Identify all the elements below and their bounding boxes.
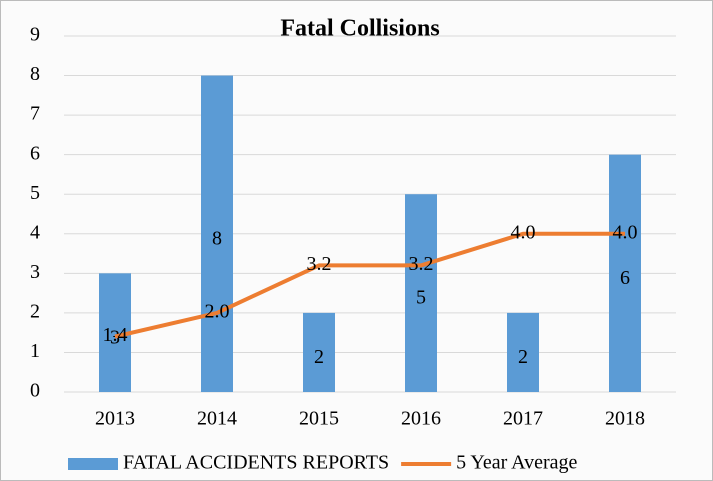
bar-label: 2 (518, 346, 528, 368)
y-tick-label: 7 (30, 103, 40, 125)
bar (507, 312, 539, 392)
bar-label: 8 (212, 227, 222, 249)
y-tick-label: 1 (30, 340, 40, 362)
bar-label: 5 (416, 287, 426, 309)
line-label: 4.0 (613, 221, 638, 243)
y-tick-label: 8 (30, 63, 40, 85)
y-tick-label: 2 (30, 300, 40, 322)
chart-title: Fatal Collisions (280, 16, 439, 42)
line-label: 1.4 (103, 324, 128, 346)
y-tick-label: 0 (30, 380, 40, 402)
x-tick-label: 2013 (95, 408, 135, 430)
bar (609, 154, 641, 392)
line-label: 4.0 (511, 221, 536, 243)
x-tick-label: 2017 (503, 408, 543, 430)
legend-label: 5 Year Average (456, 452, 577, 474)
bar-label: 3 (110, 326, 120, 348)
y-tick-label: 5 (30, 182, 40, 204)
bar (303, 312, 335, 392)
y-tick-label: 4 (30, 221, 40, 243)
y-tick-label: 6 (30, 142, 40, 164)
bar-label: 2 (314, 346, 324, 368)
legend-label: FATAL ACCIDENTS REPORTS (123, 452, 389, 474)
line-label: 2.0 (205, 300, 230, 322)
bar-label: 6 (620, 267, 630, 289)
x-tick-label: 2016 (401, 408, 441, 430)
x-tick-label: 2018 (605, 408, 645, 430)
bar (201, 75, 233, 393)
legend-swatch (68, 458, 118, 470)
y-tick-label: 3 (30, 261, 40, 283)
x-tick-label: 2014 (197, 408, 237, 430)
bar (405, 194, 437, 392)
line (114, 231, 625, 339)
line-label: 3.2 (307, 253, 332, 275)
x-tick-label: 2015 (299, 408, 339, 430)
y-tick-label: 9 (30, 24, 40, 46)
line-label: 3.2 (409, 253, 434, 275)
